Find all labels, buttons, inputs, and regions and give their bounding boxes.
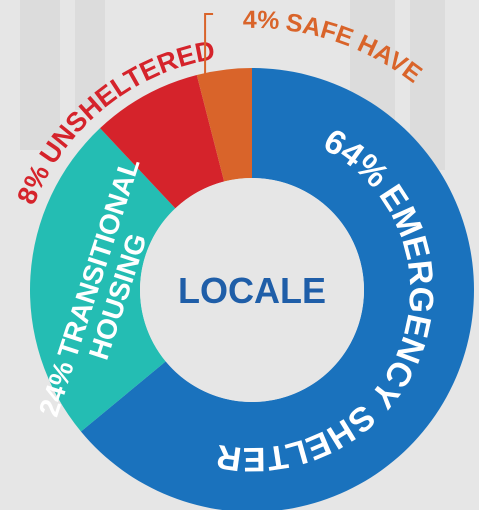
chart: 64%EMERGENCY SHELTER8%UNSHELTERED4%SAFE … [0,0,479,510]
value-label: 4% [243,6,281,35]
center-label: LOCALE [178,270,326,311]
